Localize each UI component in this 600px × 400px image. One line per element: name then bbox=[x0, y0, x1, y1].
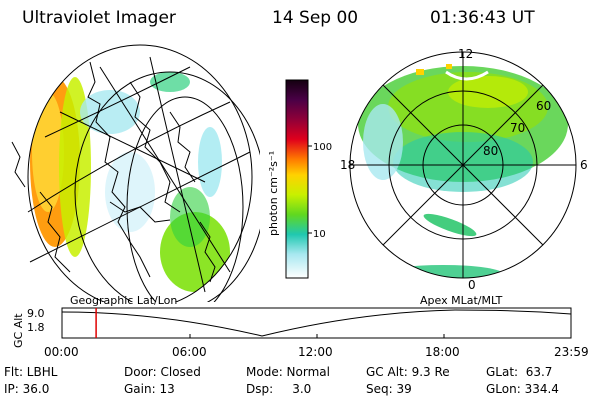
ytick-1.8: 1.8 bbox=[27, 321, 45, 334]
lat-label-80: 80 bbox=[483, 144, 498, 158]
lat-label-70: 70 bbox=[510, 121, 525, 135]
instrument-title: Ultraviolet Imager bbox=[22, 8, 176, 28]
polar-caption: Apex MLat/MLT bbox=[420, 294, 503, 307]
info-flt: Flt: LBHL bbox=[4, 365, 58, 379]
lat-label-60: 60 bbox=[536, 99, 551, 113]
colorbar: 100 10 photon cm⁻²s⁻¹ bbox=[267, 79, 332, 279]
info-gain: Gain: 13 bbox=[124, 382, 175, 396]
time-label: 01:36:43 UT bbox=[430, 8, 535, 28]
timeline-frame bbox=[61, 307, 572, 339]
ytick-9: 9.0 bbox=[27, 307, 45, 320]
xtick-0600: 06:00 bbox=[172, 345, 207, 359]
colorbar-gradient bbox=[285, 79, 309, 279]
colorbar-tick-10: 10 bbox=[313, 229, 326, 240]
polar-image-panel: 12 18 6 0 60 70 80 bbox=[340, 47, 588, 290]
info-gcalt: GC Alt: 9.3 Re bbox=[366, 365, 450, 379]
colorbar-tick-100: 100 bbox=[313, 142, 332, 153]
geographic-image-panel bbox=[11, 44, 260, 302]
noon-arc bbox=[445, 70, 489, 81]
polar-emission-oval bbox=[358, 64, 568, 278]
info-glon: GLon: 334.4 bbox=[486, 382, 559, 396]
geo-caption: Geographic Lat/Lon bbox=[70, 294, 178, 307]
xtick-2359: 23:59 bbox=[554, 345, 589, 359]
xtick-0000: 00:00 bbox=[44, 345, 79, 359]
mlt-label-6: 6 bbox=[580, 158, 588, 172]
polar-grid bbox=[349, 51, 577, 279]
colorbar-label: photon cm⁻²s⁻¹ bbox=[267, 151, 280, 236]
geo-grid bbox=[27, 44, 260, 302]
date-label: 14 Sep 00 bbox=[272, 8, 359, 28]
info-door: Door: Closed bbox=[124, 365, 201, 379]
mlt-label-12: 12 bbox=[458, 47, 473, 61]
mlt-label-0: 0 bbox=[468, 278, 476, 290]
geo-coastlines bbox=[11, 61, 216, 283]
altitude-timeline: GC Alt 9.0 1.8 00:00 06:00 12:00 18:00 2… bbox=[12, 307, 589, 359]
info-seq: Seq: 39 bbox=[366, 382, 412, 396]
xtick-1200: 12:00 bbox=[298, 345, 333, 359]
altitude-curve bbox=[61, 309, 572, 337]
geo-emission-blobs bbox=[30, 72, 230, 292]
info-dsp: Dsp: 3.0 bbox=[246, 382, 312, 396]
info-mode: Mode: Normal bbox=[246, 365, 330, 379]
xtick-1800: 18:00 bbox=[425, 345, 460, 359]
info-ip: IP: 36.0 bbox=[4, 382, 50, 396]
info-glat: GLat: 63.7 bbox=[486, 365, 553, 379]
mlt-label-18: 18 bbox=[340, 158, 355, 172]
timeline-ylabel: GC Alt bbox=[12, 313, 25, 348]
